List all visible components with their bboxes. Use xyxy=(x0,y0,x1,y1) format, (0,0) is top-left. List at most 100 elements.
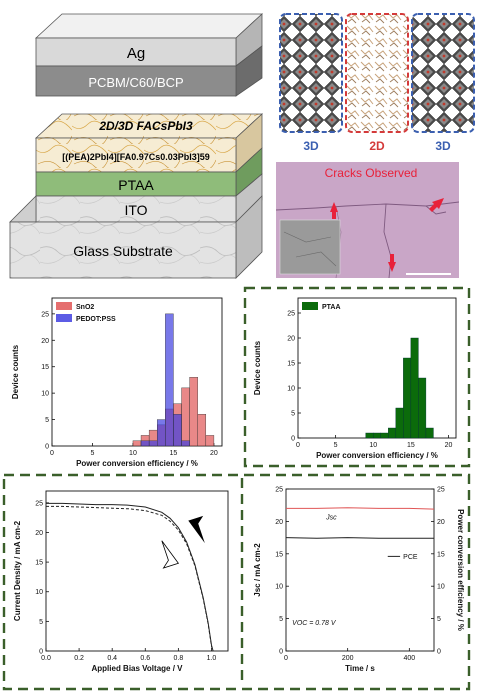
hist-left-legend-swatch xyxy=(56,302,72,310)
stab-xtick-label: 0 xyxy=(284,655,288,662)
hist-right-ytick-label: 10 xyxy=(287,386,295,393)
hist-right-xtick-label: 20 xyxy=(445,442,453,449)
histogram-right: 0 5 10 15 20 0 5 10 15 20 25 PTAA Power conversion e… xyxy=(253,297,457,460)
jv-curve-reverse xyxy=(46,502,214,652)
label-3d-right: 3D xyxy=(435,139,451,153)
stab-xtick-label: 400 xyxy=(403,655,415,662)
stab-jsc-label: Jsc xyxy=(325,514,337,521)
hist-left-bar-pedotpss xyxy=(157,419,166,447)
hist-right-xtick-label: 10 xyxy=(369,442,377,449)
hist-left-ytick-label: 5 xyxy=(45,417,49,424)
hist-right-xlabel: Power conversion efficiency / % xyxy=(316,451,438,460)
hist-left-xtick-label: 10 xyxy=(129,450,137,457)
stab-ytick-label: 15 xyxy=(275,551,283,558)
hist-left-xtick-label: 0 xyxy=(50,450,54,457)
stab-ytick-label: 20 xyxy=(275,519,283,526)
crack-arrow-1 xyxy=(330,202,338,219)
hist-left-legend-label: PEDOT:PSS xyxy=(76,316,116,323)
hist-right-xtick-label: 5 xyxy=(334,442,338,449)
stab-ytick-label: 10 xyxy=(275,584,283,591)
hist-left-bar-pedotpss xyxy=(181,440,190,447)
hist-left-ylabel: Device counts xyxy=(11,344,20,399)
hist-left-bar-pedotpss xyxy=(165,313,174,447)
micrograph-caption: Cracks Observed xyxy=(325,166,418,180)
hist-right-ylabel: Device counts xyxy=(253,340,262,395)
layer-ito: ITO xyxy=(35,173,263,223)
hist-right-xtick-label: 15 xyxy=(407,442,415,449)
hist-right-bar xyxy=(380,432,389,439)
hist-left-ytick-label: 20 xyxy=(41,338,49,345)
stab-xtick-label: 200 xyxy=(342,655,354,662)
hist-left-bar-sno2 xyxy=(181,387,190,447)
label-2d: 2D xyxy=(369,139,385,153)
jv-ylabel: Current Density / mA cm-2 xyxy=(13,520,22,621)
crack-arrow-2 xyxy=(429,198,444,212)
stab-ytick-right-label: 5 xyxy=(437,616,441,623)
hist-right-bar xyxy=(403,357,412,439)
stab-ytick-label: 0 xyxy=(279,649,283,656)
layer-pcbm-label: PCBM/C60/BCP xyxy=(88,75,183,90)
hist-left-bar-pedotpss xyxy=(140,440,150,447)
hist-left-ytick-label: 25 xyxy=(41,311,49,318)
hist-right-ytick-label: 25 xyxy=(287,311,295,318)
jv-arrow-forward xyxy=(161,540,180,569)
stab-ytick-right-label: 15 xyxy=(437,551,445,558)
hist-right-bar xyxy=(418,377,427,439)
stab-pce-label: PCE xyxy=(403,554,418,561)
hist-left-xtick-label: 20 xyxy=(210,450,218,457)
layer-perovskite: 2D/3D FACsPbI3 [(PEA)2PbI4][FA0.97Cs0.03… xyxy=(34,113,264,173)
jv-xtick-label: 0.0 xyxy=(41,655,51,662)
hist-right-xtick-label: 0 xyxy=(296,442,300,449)
layer-ito-label: ITO xyxy=(124,202,147,218)
hist-right-ytick-label: 15 xyxy=(287,361,295,368)
hist-left-ytick-label: 15 xyxy=(41,364,49,371)
jv-ytick-label: 5 xyxy=(39,619,43,626)
hist-left-ytick-label: 10 xyxy=(41,391,49,398)
jv-ytick-label: 25 xyxy=(35,500,43,507)
hist-right-ytick-label: 5 xyxy=(291,411,295,418)
hist-right-legend-label: PTAA xyxy=(322,304,341,311)
stab-ytick-right-label: 10 xyxy=(437,584,445,591)
crystal-structure-panel: 3D 2D 3D xyxy=(279,13,475,153)
stab-ytick-label: 5 xyxy=(279,616,283,623)
hist-left-ytick-label: 0 xyxy=(45,444,49,451)
stab-ytick-label: 25 xyxy=(275,487,283,494)
jv-frame xyxy=(45,490,229,652)
jv-xtick-label: 1.0 xyxy=(207,655,217,662)
hist-left-xtick-label: 5 xyxy=(91,450,95,457)
stab-ytick-right-label: 25 xyxy=(437,487,445,494)
jv-xtick-label: 0.4 xyxy=(107,655,117,662)
hist-left-legend-swatch xyxy=(56,314,72,322)
stab-frame xyxy=(285,488,435,652)
hist-right-ytick-label: 20 xyxy=(287,336,295,343)
jv-ytick-label: 15 xyxy=(35,560,43,567)
stab-ytick-right-label: 0 xyxy=(437,649,441,656)
layer-pcbm: PCBM/C60/BCP xyxy=(35,45,263,97)
hist-left-bar-pedotpss xyxy=(148,440,158,447)
layer-2d3d-label: 2D/3D FACsPbI3 xyxy=(98,119,193,133)
hist-left-bar-sno2 xyxy=(197,414,207,447)
device-stack-diagram: Ag PCBM/C60/BCP 2D/3D FACsPbI3 [(PEA)2Pb… xyxy=(9,13,264,279)
stab-line-pce xyxy=(285,537,434,539)
crack-micrograph: Cracks Observed xyxy=(276,162,459,278)
layer-ag: Ag xyxy=(34,13,264,67)
jv-ytick-label: 20 xyxy=(35,530,43,537)
label-3d-left: 3D xyxy=(303,139,319,153)
stab-ylabel-left: Jsc / mA cm-2 xyxy=(253,543,262,597)
hist-left-bar-pedotpss xyxy=(173,414,182,447)
stab-xlabel: Time / s xyxy=(345,664,375,673)
hist-right-bar xyxy=(373,432,381,439)
hist-left-xtick-label: 15 xyxy=(170,450,178,457)
jv-xlabel: Applied Bias Voltage / V xyxy=(92,664,184,673)
hist-right-bar xyxy=(425,427,434,439)
layer-formula-label: [(PEA)2PbI4][FA0.97Cs0.03PbI3]59 xyxy=(62,152,210,162)
jv-arrow-reverse xyxy=(188,515,205,544)
layer-ptaa-label: PTAA xyxy=(118,177,154,193)
stab-voc-annotation: VOC = 0.78 V xyxy=(292,620,337,627)
jv-curve-chart: 0.0 0.2 0.4 0.6 0.8 1.0 0 5 10 15 20 25 Applied Bias… xyxy=(13,490,229,673)
hist-left-bar-sno2 xyxy=(205,435,215,447)
stab-ytick-right-label: 20 xyxy=(437,519,445,526)
hist-right-frame xyxy=(297,297,457,439)
hist-right-legend-swatch xyxy=(302,302,318,310)
hist-left-bar-sno2 xyxy=(132,440,142,447)
